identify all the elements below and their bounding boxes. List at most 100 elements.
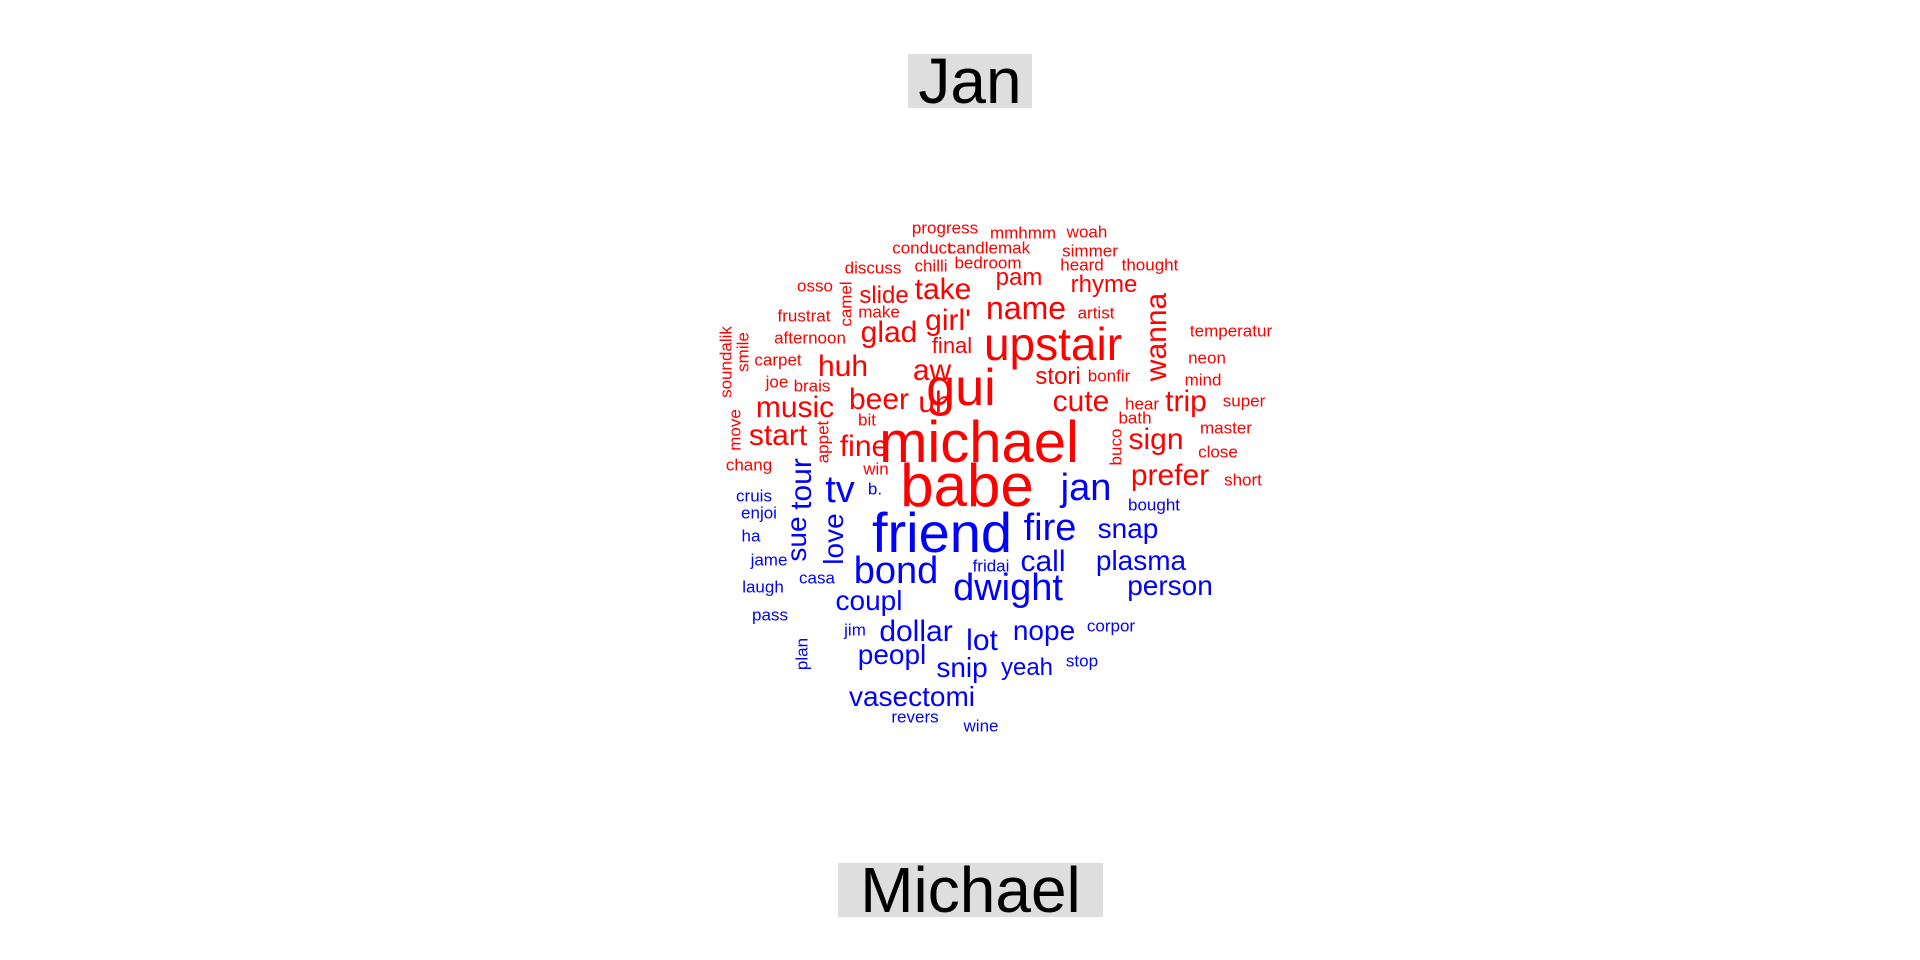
word-bottom-ha: ha — [741, 526, 761, 546]
word-bottom-tour: tour — [785, 458, 818, 510]
word-top-music: music — [755, 391, 835, 424]
word-top-thought: thought — [1121, 255, 1179, 275]
word-bottom-bond: bond — [853, 550, 939, 592]
word-top-close: close — [1198, 442, 1238, 462]
word-top-afternoon: afternoon — [774, 328, 846, 348]
word-top-super: super — [1222, 391, 1266, 411]
word-bottom-wine: wine — [963, 716, 999, 736]
word-top-candlemak: candlemak — [947, 238, 1031, 258]
word-top-camel: camel — [836, 281, 856, 327]
word-bottom-stop: stop — [1065, 651, 1099, 671]
word-top-aw: aw — [912, 354, 952, 387]
word-top-heard: heard — [1060, 255, 1104, 275]
word-top-name: name — [985, 290, 1067, 326]
word-top-woah: woah — [1066, 222, 1108, 242]
word-top-bath: bath — [1118, 408, 1152, 428]
word-top-trip: trip — [1165, 385, 1207, 418]
word-bottom-bought: bought — [1128, 495, 1180, 515]
word-top-move: move — [725, 409, 745, 451]
word-bottom-plan: plan — [792, 637, 812, 671]
word-bottom-person: person — [1127, 570, 1213, 601]
word-top-upstair: upstair — [983, 318, 1123, 370]
word-top-bonfir: bonfir — [1087, 366, 1131, 386]
word-top-michael: michael — [879, 410, 1079, 475]
group-label-michael: Michael — [838, 858, 1103, 922]
word-bottom-nope: nope — [1012, 615, 1076, 646]
word-top-chang: chang — [725, 455, 773, 475]
word-top-beer: beer — [848, 383, 910, 416]
word-top-uh: uh — [918, 386, 952, 419]
word-top-carpet: carpet — [754, 350, 802, 370]
word-top-conduct: conduct — [892, 238, 952, 258]
word-top-cute: cute — [1052, 385, 1110, 418]
word-bottom-tv: tv — [825, 469, 855, 511]
word-top-fine: fine — [839, 430, 889, 463]
word-bottom-fire: fire — [1023, 507, 1077, 549]
word-top-prefer: prefer — [1130, 459, 1210, 492]
word-bottom-friend: friend — [871, 501, 1013, 564]
word-top-progress: progress — [911, 218, 979, 238]
word-top-wanna: wanna — [1140, 292, 1173, 382]
word-top-soundalik: soundalik — [716, 326, 736, 398]
word-bottom-snap: snap — [1097, 513, 1159, 544]
word-top-buco: buco — [1106, 428, 1126, 466]
word-bottom-coupl: coupl — [835, 585, 903, 616]
word-top-make: make — [858, 302, 900, 322]
word-top-brais: brais — [793, 376, 831, 396]
word-bottom-cruis: cruis — [736, 486, 772, 506]
word-top-simmer: simmer — [1062, 241, 1118, 261]
word-top-sign: sign — [1128, 423, 1184, 456]
word-bottom-revers: revers — [891, 707, 939, 727]
word-bottom-plasma: plasma — [1095, 545, 1187, 576]
word-bottom-love: love — [818, 513, 849, 565]
word-bottom-peopl: peopl — [857, 639, 927, 670]
word-top-slide: slide — [859, 282, 909, 309]
word-bottom-fridai: fridai — [972, 556, 1010, 576]
word-top-gui: gui — [926, 359, 996, 417]
word-top-short: short — [1224, 470, 1262, 490]
word-top-huh: huh — [817, 350, 869, 383]
word-top-chilli: chilli — [914, 256, 948, 276]
word-bottom-jim: jim — [844, 620, 866, 640]
word-top-start: start — [748, 419, 808, 452]
word-bottom-dwight: dwight — [953, 567, 1063, 609]
word-top-osso: osso — [797, 276, 833, 296]
word-top-frustrat: frustrat — [777, 306, 831, 326]
word-top-master: master — [1200, 418, 1252, 438]
word-bottom-yeah: yeah — [1000, 654, 1054, 681]
word-top-hear: hear — [1124, 394, 1160, 414]
word-bottom-enjoi: enjoi — [741, 503, 777, 523]
word-top-mmhmm: mmhmm — [989, 223, 1057, 243]
group-label-jan: Jan — [908, 49, 1032, 113]
word-bottom-casa: casa — [799, 568, 835, 588]
word-top-bedroom: bedroom — [954, 253, 1022, 273]
word-bottom-lot: lot — [966, 624, 998, 657]
word-bottom-jan: jan — [1060, 467, 1112, 509]
word-bottom-dollar: dollar — [879, 615, 953, 648]
word-top-artist: artist — [1077, 303, 1115, 323]
word-top-discuss: discuss — [844, 258, 902, 278]
word-top-pam: pam — [995, 264, 1043, 291]
word-bottom-laugh: laugh — [742, 577, 784, 597]
word-top-stori: stori — [1035, 363, 1081, 390]
word-bottom-snip: snip — [936, 652, 988, 683]
word-bottom-corpor: corpor — [1086, 616, 1136, 636]
word-top-bit: bit — [858, 410, 876, 430]
word-top-take: take — [914, 273, 972, 306]
word-top-smile: smile — [733, 332, 753, 372]
word-bottom-b: b. — [867, 479, 883, 499]
word-bottom-vasectomi: vasectomi — [848, 681, 976, 712]
word-top-temperatur: temperatur — [1189, 321, 1273, 341]
word-top-win: win — [863, 459, 889, 479]
word-bottom-jame: jame — [750, 550, 788, 570]
word-top-rhyme: rhyme — [1070, 271, 1138, 298]
word-bottom-call: call — [1020, 545, 1066, 578]
word-top-final: final — [931, 333, 973, 358]
word-bottom-pass: pass — [752, 605, 788, 625]
word-top-babe: babe — [900, 452, 1034, 519]
word-top-neon: neon — [1188, 348, 1226, 368]
word-top-joe: joe — [765, 372, 789, 392]
word-top-girl: girl' — [925, 304, 971, 337]
word-top-mind: mind — [1184, 370, 1222, 390]
